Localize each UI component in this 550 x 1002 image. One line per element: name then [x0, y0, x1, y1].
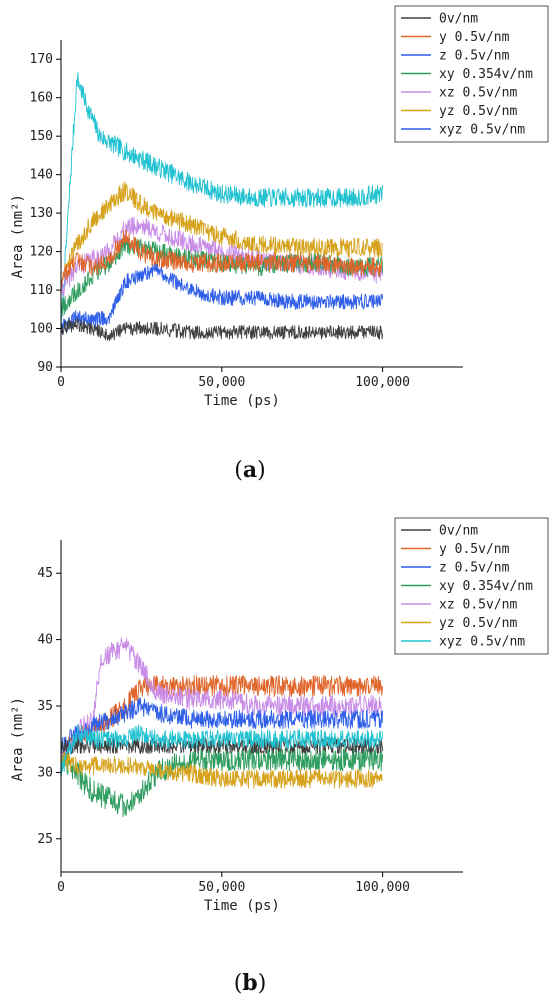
y-tick-label: 130	[30, 206, 53, 221]
x-tick-label: 50,000	[198, 375, 245, 390]
legend-entry: xy 0.354v/nm	[439, 67, 533, 82]
y-tick-label: 100	[30, 322, 53, 337]
panel-label-a: (a)	[234, 457, 265, 483]
x-axis-title: Time (ps)	[204, 898, 280, 914]
series-line-0v-nm	[60, 317, 384, 342]
legend-entry: y 0.5v/nm	[439, 542, 510, 557]
y-tick-label: 40	[37, 633, 53, 648]
y-axis-title: Area (nm²)	[10, 194, 26, 278]
y-tick-label: 160	[30, 91, 53, 106]
y-tick-label: 90	[37, 360, 53, 375]
legend-entry: 0v/nm	[439, 524, 478, 539]
legend-entry: xyz 0.5v/nm	[439, 635, 525, 650]
x-tick-label: 100,000	[355, 375, 410, 390]
y-tick-label: 170	[30, 52, 53, 67]
y-tick-label: 150	[30, 129, 53, 144]
x-axis-title: Time (ps)	[204, 393, 280, 409]
series-line-xyz-0-5v-nm	[60, 72, 384, 334]
series-line-yz-0-5v-nm	[60, 181, 383, 288]
legend-entry: xy 0.354v/nm	[439, 579, 533, 594]
y-tick-label: 140	[30, 168, 53, 183]
x-tick-label: 0	[57, 375, 65, 390]
legend-entry: 0v/nm	[439, 12, 478, 27]
y-tick-label: 25	[37, 832, 53, 847]
y-tick-label: 120	[30, 245, 53, 260]
legend-entry: y 0.5v/nm	[439, 30, 510, 45]
legend-entry: z 0.5v/nm	[439, 561, 510, 576]
chart-a: 90 100 110 120 130 140 150 160 170 0 50,000 100,000…	[10, 5, 549, 409]
panel-label-b: (b)	[234, 970, 267, 996]
chart-b: 25 30 35 40 45 0 50,000 100,000 Time (ps) Area (n…	[10, 517, 549, 914]
legend-entry: z 0.5v/nm	[439, 49, 510, 64]
x-tick-label: 50,000	[198, 880, 245, 895]
series-line-xyz-0-5v-nm	[60, 723, 384, 777]
legend-entry: yz 0.5v/nm	[439, 104, 517, 119]
x-tick-label: 100,000	[355, 880, 410, 895]
legend-entry: yz 0.5v/nm	[439, 616, 517, 631]
series-line-y-0-5v-nm	[60, 229, 383, 287]
series-line-xz-0-5v-nm	[60, 637, 383, 767]
series-line-xy-0-354v-nm	[60, 746, 384, 818]
legend-entry: xz 0.5v/nm	[439, 86, 517, 101]
y-axis-title: Area (nm²)	[10, 697, 26, 781]
legend: 0v/nm y 0.5v/nm z 0.5v/nm xy 0.354v/nm xz 0.…	[394, 517, 549, 655]
series-line-z-0-5v-nm	[60, 263, 384, 335]
legend-entry: xz 0.5v/nm	[439, 598, 517, 613]
y-tick-label: 45	[37, 566, 53, 581]
y-tick-label: 30	[37, 765, 53, 780]
series-group	[60, 72, 384, 342]
series-group	[60, 637, 384, 818]
x-tick-label: 0	[57, 880, 65, 895]
legend: 0v/nm y 0.5v/nm z 0.5v/nm xy 0.354v/nm xz 0.…	[394, 5, 549, 143]
series-line-y-0-5v-nm	[60, 675, 384, 767]
series-line-z-0-5v-nm	[60, 697, 384, 754]
y-tick-label: 35	[37, 699, 53, 714]
series-line-yz-0-5v-nm	[60, 751, 383, 789]
y-tick-label: 110	[30, 283, 53, 298]
legend-entry: xyz 0.5v/nm	[439, 123, 525, 138]
